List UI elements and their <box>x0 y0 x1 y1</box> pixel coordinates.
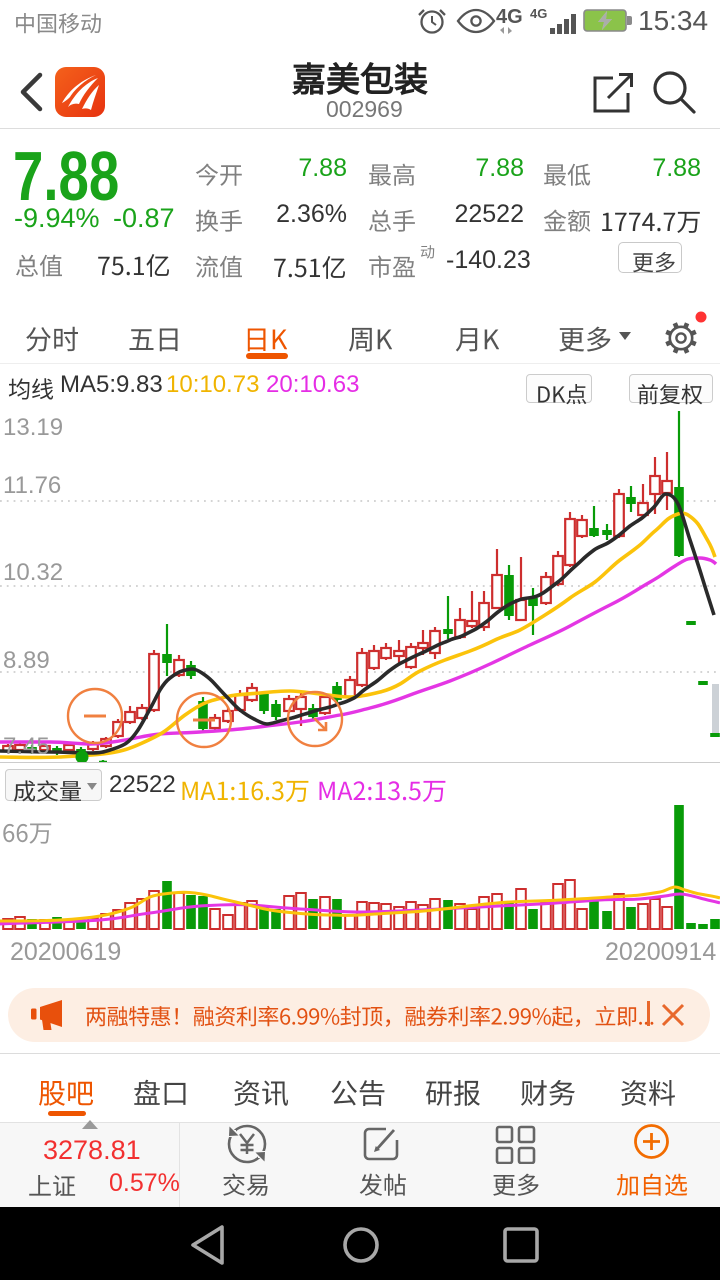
svg-text:4G: 4G <box>496 6 523 28</box>
svg-text:4G: 4G <box>530 6 547 21</box>
